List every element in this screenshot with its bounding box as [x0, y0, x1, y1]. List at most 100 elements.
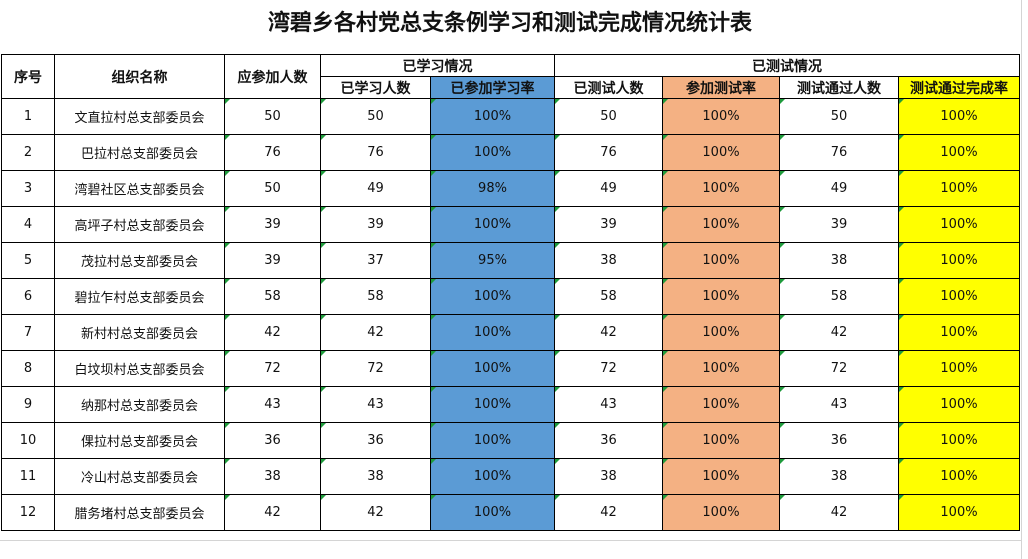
cell-passed[interactable]: 76: [779, 134, 899, 171]
cell-org[interactable]: 湾碧社区总支部委员会: [54, 170, 225, 207]
cell-pass-rate[interactable]: 100%: [898, 458, 1020, 495]
cell-org[interactable]: 白坟坝村总支部委员会: [54, 350, 225, 387]
cell-org[interactable]: 冷山村总支部委员会: [54, 458, 225, 495]
cell-studied[interactable]: 49: [320, 170, 431, 207]
cell-study-rate[interactable]: 100%: [430, 314, 555, 351]
cell-tested[interactable]: 42: [554, 494, 663, 531]
cell-study-rate[interactable]: 100%: [430, 494, 555, 531]
cell-should[interactable]: 50: [224, 170, 321, 207]
cell-should[interactable]: 39: [224, 206, 321, 243]
cell-studied[interactable]: 42: [320, 314, 431, 351]
cell-org[interactable]: 文直拉村总支部委员会: [54, 98, 225, 135]
cell-passed[interactable]: 50: [779, 98, 899, 135]
cell-studied[interactable]: 38: [320, 458, 431, 495]
header-study-rate[interactable]: 已参加学习率: [430, 76, 555, 99]
cell-tested[interactable]: 39: [554, 206, 663, 243]
cell-org[interactable]: 腊务堵村总支部委员会: [54, 494, 225, 531]
cell-pass-rate[interactable]: 100%: [898, 278, 1020, 315]
cell-studied[interactable]: 72: [320, 350, 431, 387]
cell-org[interactable]: 巴拉村总支部委员会: [54, 134, 225, 171]
cell-passed[interactable]: 38: [779, 458, 899, 495]
cell-study-rate[interactable]: 100%: [430, 134, 555, 171]
cell-test-rate[interactable]: 100%: [662, 242, 780, 279]
cell-test-rate[interactable]: 100%: [662, 170, 780, 207]
cell-seq[interactable]: 3: [1, 170, 55, 207]
cell-tested[interactable]: 49: [554, 170, 663, 207]
cell-seq[interactable]: 5: [1, 242, 55, 279]
cell-should[interactable]: 42: [224, 494, 321, 531]
cell-tested[interactable]: 76: [554, 134, 663, 171]
cell-should[interactable]: 50: [224, 98, 321, 135]
cell-seq[interactable]: 12: [1, 494, 55, 531]
cell-seq[interactable]: 1: [1, 98, 55, 135]
cell-should[interactable]: 39: [224, 242, 321, 279]
cell-study-rate[interactable]: 95%: [430, 242, 555, 279]
cell-test-rate[interactable]: 100%: [662, 422, 780, 459]
cell-tested[interactable]: 42: [554, 314, 663, 351]
cell-tested[interactable]: 43: [554, 386, 663, 423]
cell-should[interactable]: 76: [224, 134, 321, 171]
cell-pass-rate[interactable]: 100%: [898, 98, 1020, 135]
cell-tested[interactable]: 58: [554, 278, 663, 315]
cell-studied[interactable]: 43: [320, 386, 431, 423]
header-studied[interactable]: 已学习人数: [320, 76, 431, 99]
cell-passed[interactable]: 42: [779, 314, 899, 351]
cell-seq[interactable]: 2: [1, 134, 55, 171]
header-should[interactable]: 应参加人数: [224, 54, 321, 99]
cell-should[interactable]: 72: [224, 350, 321, 387]
cell-study-rate[interactable]: 100%: [430, 350, 555, 387]
cell-study-rate[interactable]: 100%: [430, 206, 555, 243]
header-org[interactable]: 组织名称: [54, 54, 225, 99]
cell-studied[interactable]: 37: [320, 242, 431, 279]
cell-test-rate[interactable]: 100%: [662, 350, 780, 387]
cell-should[interactable]: 58: [224, 278, 321, 315]
cell-test-rate[interactable]: 100%: [662, 386, 780, 423]
cell-org[interactable]: 碧拉乍村总支部委员会: [54, 278, 225, 315]
cell-pass-rate[interactable]: 100%: [898, 170, 1020, 207]
cell-study-rate[interactable]: 100%: [430, 458, 555, 495]
cell-should[interactable]: 36: [224, 422, 321, 459]
cell-study-rate[interactable]: 100%: [430, 278, 555, 315]
cell-study-rate[interactable]: 100%: [430, 422, 555, 459]
cell-passed[interactable]: 42: [779, 494, 899, 531]
cell-pass-rate[interactable]: 100%: [898, 350, 1020, 387]
cell-seq[interactable]: 4: [1, 206, 55, 243]
cell-should[interactable]: 42: [224, 314, 321, 351]
cell-tested[interactable]: 50: [554, 98, 663, 135]
cell-pass-rate[interactable]: 100%: [898, 314, 1020, 351]
header-tested[interactable]: 已测试人数: [554, 76, 663, 99]
cell-studied[interactable]: 58: [320, 278, 431, 315]
cell-studied[interactable]: 42: [320, 494, 431, 531]
cell-pass-rate[interactable]: 100%: [898, 386, 1020, 423]
cell-tested[interactable]: 38: [554, 458, 663, 495]
cell-passed[interactable]: 49: [779, 170, 899, 207]
cell-org[interactable]: 高坪子村总支部委员会: [54, 206, 225, 243]
cell-passed[interactable]: 72: [779, 350, 899, 387]
cell-test-rate[interactable]: 100%: [662, 134, 780, 171]
cell-org[interactable]: 纳那村总支部委员会: [54, 386, 225, 423]
cell-studied[interactable]: 39: [320, 206, 431, 243]
cell-tested[interactable]: 72: [554, 350, 663, 387]
cell-studied[interactable]: 36: [320, 422, 431, 459]
cell-passed[interactable]: 43: [779, 386, 899, 423]
cell-seq[interactable]: 11: [1, 458, 55, 495]
cell-passed[interactable]: 39: [779, 206, 899, 243]
cell-seq[interactable]: 9: [1, 386, 55, 423]
cell-seq[interactable]: 7: [1, 314, 55, 351]
header-test-group[interactable]: 已测试情况: [554, 54, 1020, 77]
cell-studied[interactable]: 76: [320, 134, 431, 171]
cell-org[interactable]: 新村村总支部委员会: [54, 314, 225, 351]
cell-should[interactable]: 38: [224, 458, 321, 495]
cell-test-rate[interactable]: 100%: [662, 206, 780, 243]
cell-test-rate[interactable]: 100%: [662, 314, 780, 351]
cell-pass-rate[interactable]: 100%: [898, 494, 1020, 531]
header-pass-rate[interactable]: 测试通过完成率: [898, 76, 1020, 99]
cell-tested[interactable]: 36: [554, 422, 663, 459]
cell-should[interactable]: 43: [224, 386, 321, 423]
cell-pass-rate[interactable]: 100%: [898, 422, 1020, 459]
header-passed[interactable]: 测试通过人数: [779, 76, 899, 99]
cell-test-rate[interactable]: 100%: [662, 494, 780, 531]
cell-passed[interactable]: 58: [779, 278, 899, 315]
cell-seq[interactable]: 10: [1, 422, 55, 459]
cell-seq[interactable]: 6: [1, 278, 55, 315]
